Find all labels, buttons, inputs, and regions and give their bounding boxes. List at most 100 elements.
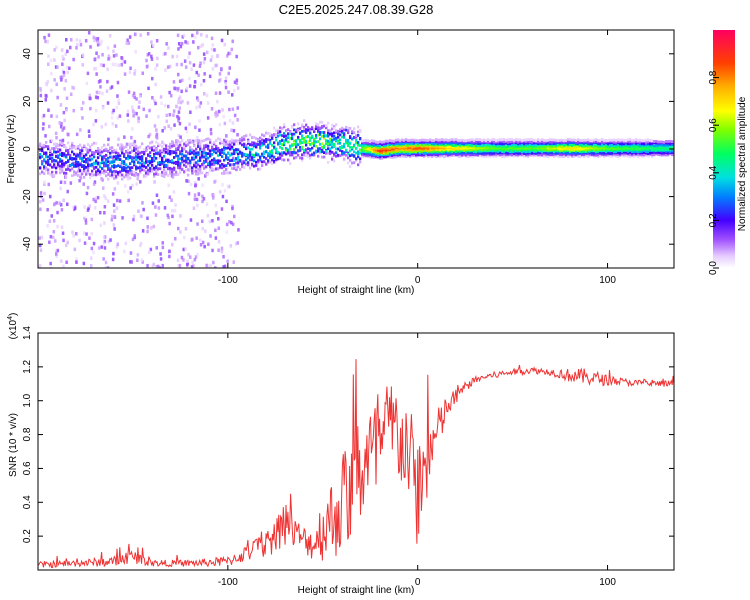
spectrogram-ridge-cell — [497, 138, 500, 142]
spectrogram-ridge-cell — [241, 151, 244, 155]
spectrogram-ridge-cell — [433, 152, 436, 156]
spectrogram-ridge-cell — [237, 155, 240, 159]
spectrogram-ridge-cell — [219, 165, 222, 169]
spectrogram-ridge-cell — [281, 127, 284, 130]
spectrogram-ridge-cell — [297, 149, 300, 153]
spectrogram-noise-cell — [128, 35, 132, 39]
spectrogram-ridge-cell — [525, 140, 528, 144]
spectrogram-noise-cell — [99, 223, 103, 227]
spectrogram-noise-cell — [79, 128, 82, 132]
spectrogram-noise-cell — [47, 33, 51, 37]
spectrogram-ridge-cell — [193, 149, 196, 153]
spectrogram-ridge-cell — [583, 155, 586, 158]
spectrogram-noise-cell — [204, 174, 207, 178]
spectrogram-noise-cell — [202, 60, 206, 65]
spectrogram-ridge-cell — [383, 144, 386, 148]
spectrogram-ridge-cell — [227, 157, 230, 161]
spectrogram-ridge-cell — [461, 151, 464, 155]
spectrogram-ridge-cell — [209, 168, 212, 172]
spectrogram-ridge-cell — [359, 130, 362, 133]
spectrogram-ridge-cell — [543, 139, 546, 142]
spectrogram-noise-cell — [188, 122, 191, 126]
spectrogram-noise-cell — [184, 126, 188, 131]
spectrogram-ridge-cell — [201, 153, 204, 157]
spectrogram-ridge-cell — [315, 150, 318, 153]
spectrogram-ridge-cell — [347, 126, 350, 130]
spectrogram-noise-cell — [39, 86, 42, 91]
spectrogram-ridge-cell — [169, 152, 172, 156]
spectrogram-ridge-cell — [105, 147, 108, 151]
spectrogram-noise-cell — [206, 116, 210, 120]
spectrogram-ridge-cell — [577, 140, 580, 144]
spectrogram-ridge-cell — [467, 148, 470, 151]
spectrogram-ridge-cell — [295, 130, 298, 134]
spectrogram-ridge-cell — [185, 154, 188, 158]
spectrogram-ridge-cell — [547, 151, 550, 155]
spectrogram-ridge-cell — [341, 126, 344, 130]
spectrogram-noise-cell — [171, 54, 174, 59]
spectrogram-noise-cell — [177, 110, 181, 114]
spectrogram-noise-cell — [233, 113, 237, 118]
spectrogram-ridge-cell — [651, 139, 654, 143]
spectrogram-ridge-cell — [163, 160, 166, 164]
spectrogram-ridge-cell — [369, 155, 372, 159]
spectrogram-ridge-cell — [671, 151, 674, 155]
spectrogram-ridge-cell — [409, 148, 412, 152]
spectrogram-ridge-cell — [635, 138, 638, 141]
spectrogram-ridge-cell — [393, 141, 396, 145]
spectrogram-ridge-cell — [47, 158, 50, 162]
spectrogram-ridge-cell — [625, 143, 628, 147]
spectrogram-ridge-cell — [131, 156, 134, 159]
spectrogram-ridge-cell — [633, 140, 636, 144]
spectrogram-noise-cell — [224, 76, 228, 80]
spectrogram-ridge-cell — [75, 164, 78, 168]
spectrogram-ridge-cell — [519, 138, 522, 142]
spectrogram-ridge-cell — [515, 143, 518, 147]
spectrogram-ridge-cell — [617, 155, 620, 158]
spectrogram-noise-cell — [197, 73, 200, 77]
spectrogram-ridge-cell — [299, 132, 302, 135]
spectrogram-noise-cell — [214, 114, 218, 118]
spectrogram-ridge-cell — [219, 149, 222, 152]
spectrogram-ridge-cell — [63, 163, 66, 166]
spectrogram-ridge-cell — [345, 125, 348, 129]
spectrogram-noise-cell — [46, 80, 49, 84]
spectrogram-ridge-cell — [339, 128, 342, 132]
spectrogram-ridge-cell — [409, 150, 412, 154]
spectrogram-ridge-cell — [205, 172, 208, 176]
spectrogram-noise-cell — [203, 92, 206, 96]
spectrogram-ridge-cell — [595, 150, 598, 154]
spectrogram-ridge-cell — [535, 145, 538, 149]
spectrogram-ridge-cell — [457, 154, 460, 158]
spectrogram-ridge-cell — [489, 151, 492, 155]
spectrogram-ridge-cell — [421, 138, 424, 142]
spectrogram-ridge-cell — [445, 140, 448, 143]
spectrogram-ridge-cell — [165, 163, 168, 167]
spectrogram-ridge-cell — [483, 155, 486, 158]
spectrogram-ridge-cell — [363, 152, 366, 155]
spectrogram-ridge-cell — [133, 156, 136, 160]
spectrogram-ridge-cell — [391, 147, 394, 151]
spectrogram-ridge-cell — [511, 146, 514, 150]
spectrogram-ridge-cell — [525, 152, 528, 155]
spectrogram-ridge-cell — [657, 151, 660, 154]
spectrogram-ridge-cell — [229, 171, 232, 175]
spectrogram-noise-cell — [159, 95, 163, 99]
spectrogram-ridge-cell — [461, 147, 464, 150]
spectrogram-noise-cell — [182, 247, 185, 252]
spectrogram-ridge-cell — [375, 140, 378, 144]
spectrogram-ridge-cell — [137, 150, 140, 154]
spectrogram-noise-cell — [118, 199, 122, 203]
spectrogram-noise-cell — [38, 243, 42, 248]
spectrogram-noise-cell — [197, 192, 201, 197]
spectrogram-noise-cell — [69, 45, 72, 50]
spectrogram-noise-cell — [82, 261, 86, 266]
spectrogram-ridge-cell — [189, 139, 192, 142]
spectrogram-ridge-cell — [637, 143, 640, 146]
spectrogram-ridge-cell — [529, 143, 532, 146]
spectrogram-ridge-cell — [205, 151, 208, 155]
spectrogram-ridge-cell — [499, 147, 502, 151]
spectrogram-ridge-cell — [517, 151, 520, 155]
spectrogram-ridge-cell — [385, 148, 388, 152]
spectrogram-noise-cell — [106, 46, 110, 50]
